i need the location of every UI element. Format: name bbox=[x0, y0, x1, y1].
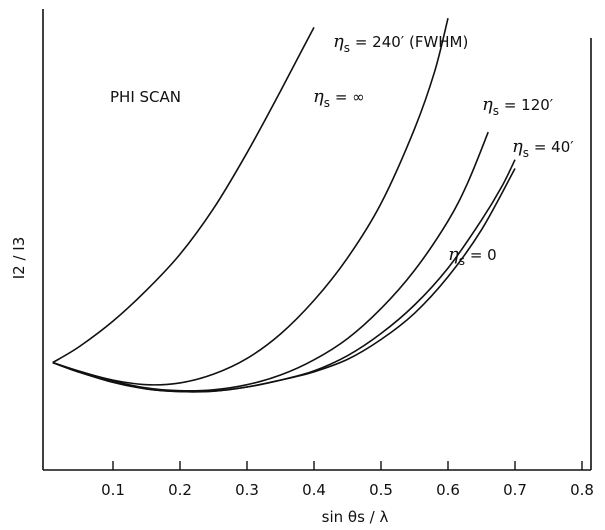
x-axis-label: sin θs / λ bbox=[322, 508, 389, 526]
x-tick-label: 0.3 bbox=[235, 481, 259, 499]
plot-annotation: PHI SCAN bbox=[110, 88, 181, 106]
series-line-0 bbox=[52, 27, 315, 364]
series-label-0: ηs = ∞ bbox=[313, 86, 365, 110]
series-label-2: ηs = 120′ bbox=[482, 94, 554, 118]
x-tick-label: 0.6 bbox=[436, 481, 460, 499]
axes bbox=[42, 9, 592, 471]
series-label-4: ηs = 0 bbox=[448, 244, 497, 268]
x-tick-label: 0.8 bbox=[570, 481, 594, 499]
series-label-3: ηs = 40′ bbox=[512, 136, 574, 160]
series-line-1 bbox=[52, 18, 449, 386]
x-tick-label: 0.7 bbox=[503, 481, 527, 499]
x-tick-label: 0.5 bbox=[369, 481, 393, 499]
x-axis-ticks: 0.1 0.2 0.3 0.4 0.5 0.6 0.7 0.8 bbox=[101, 461, 594, 499]
x-tick-label: 0.1 bbox=[101, 481, 125, 499]
series-lines bbox=[52, 18, 516, 393]
series-line-4 bbox=[52, 168, 516, 393]
series-labels: ηs = ∞ ηs = 240′ (FWHM) ηs = 120′ ηs = 40′ η… bbox=[313, 31, 574, 268]
series-line-3 bbox=[52, 159, 516, 393]
x-tick-label: 0.4 bbox=[302, 481, 326, 499]
series-label-1: ηs = 240′ (FWHM) bbox=[333, 31, 468, 55]
series-line-2 bbox=[52, 131, 489, 392]
y-axis-label: I2 / I3 bbox=[10, 237, 28, 280]
x-tick-label: 0.2 bbox=[168, 481, 192, 499]
